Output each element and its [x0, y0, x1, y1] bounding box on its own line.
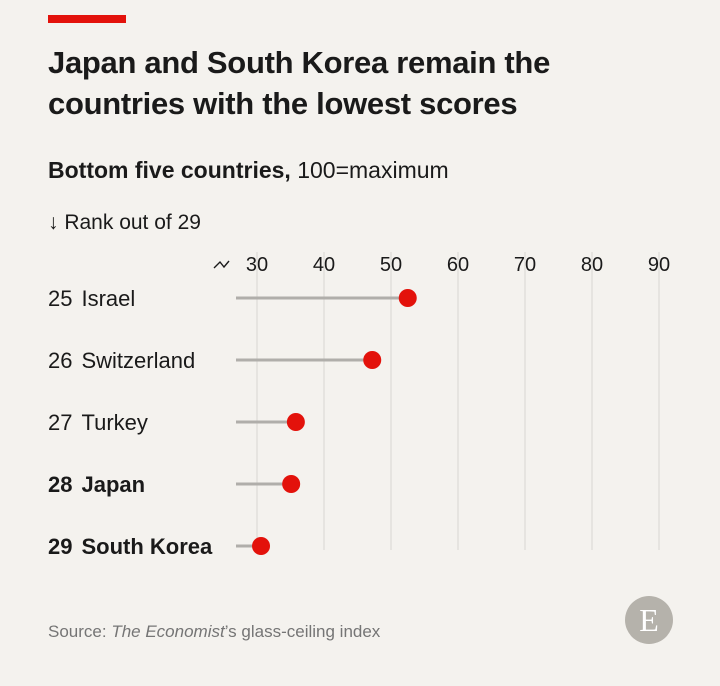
- country-name: Switzerland: [81, 348, 195, 373]
- country-name: Israel: [81, 286, 135, 311]
- rank-number: 27: [48, 410, 72, 435]
- dot-plot: 30 40 50 60 70 80 90 25 Israel 26 Switzerland 27 Tu…: [48, 252, 670, 559]
- economist-logo: E: [625, 596, 673, 644]
- x-tick-label: 40: [313, 254, 335, 276]
- country-name: South Korea: [81, 534, 213, 559]
- row-label: 29 South Korea: [48, 534, 213, 559]
- source-rest: ’s glass-ceiling index: [224, 622, 381, 641]
- chart-title: Japan and South Korea remain the countri…: [48, 45, 551, 121]
- x-tick-label: 50: [380, 254, 402, 276]
- data-point: [398, 289, 417, 307]
- x-tick-label: 30: [246, 254, 268, 276]
- row-label: 28 Japan: [48, 472, 145, 497]
- source-prefix: Source:: [48, 622, 112, 641]
- x-tick-label: 60: [447, 254, 469, 276]
- rank-number: 26: [48, 348, 72, 373]
- x-tick-label: 70: [514, 254, 536, 276]
- accent-bar: [48, 15, 126, 23]
- axis-break-icon: [213, 260, 230, 269]
- row-label: 26 Switzerland: [48, 348, 195, 373]
- source-publication: The Economist: [111, 622, 225, 641]
- subtitle-rest: 100=maximum: [290, 157, 449, 183]
- data-point: [286, 413, 305, 431]
- x-tick-label: 80: [581, 254, 603, 276]
- data-point: [282, 475, 301, 493]
- rank-number: 25: [48, 286, 72, 311]
- rank-number: 28: [48, 472, 72, 497]
- row-label: 25 Israel: [48, 286, 135, 311]
- data-point: [252, 537, 271, 555]
- source-note: Source: The Economist’s glass-ceiling in…: [48, 622, 380, 642]
- rank-number: 29: [48, 534, 72, 559]
- subtitle-bold: Bottom five countries,: [48, 157, 291, 183]
- grid-layer: [256, 252, 660, 550]
- data-point: [363, 351, 382, 369]
- row-label: 27 Turkey: [48, 410, 148, 435]
- x-tick-labels: 30 40 50 60 70 80 90: [213, 254, 670, 276]
- data-rows: 25 Israel 26 Switzerland 27 Turkey 28 Japan 29 So…: [48, 286, 417, 559]
- country-name: Turkey: [81, 410, 147, 435]
- country-name: Japan: [81, 472, 145, 497]
- chart-subtitle: Bottom five countries, 100=maximum: [48, 155, 449, 185]
- rank-axis-label: ↓ Rank out of 29: [48, 211, 201, 234]
- x-tick-label: 90: [648, 254, 670, 276]
